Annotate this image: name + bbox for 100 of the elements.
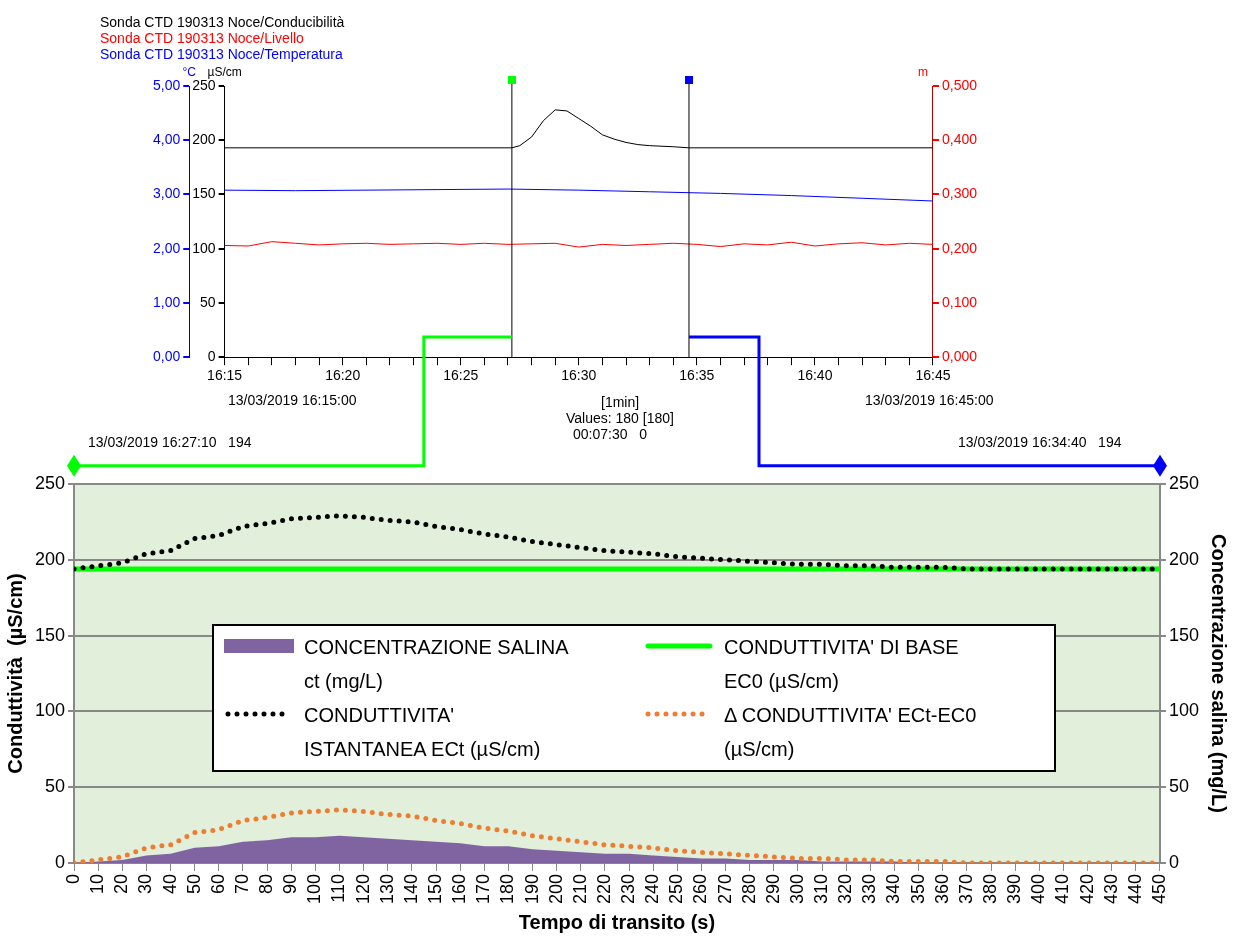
x-tick-label: 16:45 <box>915 367 951 384</box>
x-tick-label: 16:30 <box>561 367 597 384</box>
y3-axis-title: °C <box>182 65 197 79</box>
text: 13/03/2019 16:15:00 <box>228 392 357 408</box>
y3-tick-label: 3,00 <box>153 185 181 202</box>
legend-label: CONDUTTIVITA' ISTANTANEA ECt (µS/cm) <box>304 703 542 762</box>
text: 00:07:30 0 <box>573 426 647 442</box>
y2-tick-label: 150 <box>1168 624 1200 645</box>
y2-axis-title: Concentrazione salina (mg/L) <box>1208 534 1231 813</box>
y3-tick-label: 2,00 <box>153 239 181 256</box>
y2-tick-label: 0,200 <box>941 239 978 256</box>
x-axis-title: Tempo di transito (s) <box>518 910 716 933</box>
text: Sonda CTD 190313 Noce/Temperatura <box>100 46 344 62</box>
x-tick-label: 16:35 <box>679 367 715 384</box>
x-tick-label: 16:15 <box>207 367 243 384</box>
y2-tick-label: 0 <box>1168 851 1179 872</box>
x-tick-label: 360 <box>931 873 952 905</box>
x-tick-label: 0 <box>63 873 83 884</box>
y3-tick-label: 4,00 <box>153 131 181 148</box>
x-tick-label: 20 <box>111 873 132 894</box>
x-tick-label: 420 <box>1076 873 1097 905</box>
y2-axis-title: m <box>917 65 928 79</box>
text: Sonda CTD 190313 Noce/Conducibilità <box>100 14 345 30</box>
x-tick-label: 200 <box>545 873 566 905</box>
x-tick-label: 80 <box>256 873 277 894</box>
x-tick-label: 330 <box>859 873 880 905</box>
x-tick-label: 170 <box>473 873 494 905</box>
x-tick-label: 230 <box>618 873 639 905</box>
y-axis-title: µS/cm <box>207 65 242 79</box>
legend-label: Δ CONDUTTIVITA' ECt-EC0 (µS/cm) <box>724 703 978 762</box>
x-tick-label: 430 <box>1100 873 1121 905</box>
x-tick-label: 250 <box>666 873 687 905</box>
x-tick-label: 440 <box>1124 873 1145 905</box>
text: Values: 180 [180] <box>566 410 674 426</box>
x-tick-label: 300 <box>786 873 807 905</box>
y-tick-label: 50 <box>200 293 216 310</box>
x-tick-label: 240 <box>642 873 663 905</box>
y-tick-label: 0 <box>55 851 66 872</box>
y2-tick-label: 0,000 <box>941 348 978 365</box>
x-tick-label: 180 <box>497 873 518 905</box>
y2-tick-label: 0,300 <box>941 185 978 202</box>
text: 13/03/2019 16:34:40 194 <box>958 434 1122 450</box>
y-tick-label: 200 <box>34 548 66 569</box>
x-tick-label: 90 <box>280 873 301 894</box>
x-tick-label: 410 <box>1052 873 1073 905</box>
x-tick-label: 380 <box>980 873 1001 905</box>
text: Sonda CTD 190313 Noce/Livello <box>100 30 305 46</box>
x-tick-label: 160 <box>449 873 470 905</box>
y2-tick-label: 50 <box>1168 776 1189 797</box>
x-tick-label: 16:40 <box>797 367 833 384</box>
x-tick-label: 16:25 <box>443 367 479 384</box>
y-axis-title: Conduttività (µS/cm) <box>3 573 26 774</box>
y-tick-label: 50 <box>45 776 66 797</box>
x-tick-label: 260 <box>690 873 711 905</box>
text: [1min] <box>601 394 640 410</box>
x-tick-label: 150 <box>424 873 445 905</box>
x-tick-label: 70 <box>231 873 252 894</box>
y2-tick-label: 0,500 <box>941 76 978 93</box>
text: 13/03/2019 16:45:00 <box>865 392 994 408</box>
y-tick-label: 100 <box>34 700 66 721</box>
x-tick-label: 290 <box>762 873 783 905</box>
y-tick-label: 200 <box>192 131 216 148</box>
x-tick-label: 270 <box>714 873 735 905</box>
y2-tick-label: 0,100 <box>941 293 978 310</box>
x-tick-label: 100 <box>304 873 325 905</box>
x-tick-label: 320 <box>835 873 856 905</box>
x-tick-label: 220 <box>593 873 614 905</box>
x-tick-label: 400 <box>1028 873 1049 905</box>
y2-tick-label: 200 <box>1168 548 1200 569</box>
x-tick-label: 310 <box>811 873 832 905</box>
x-tick-label: 10 <box>87 873 108 894</box>
y-tick-label: 150 <box>192 185 216 202</box>
x-tick-label: 130 <box>376 873 397 905</box>
x-tick-label: 60 <box>207 873 228 894</box>
x-tick-label: 350 <box>907 873 928 905</box>
y-tick-label: 150 <box>34 624 66 645</box>
x-tick-label: 140 <box>400 873 421 905</box>
y2-tick-label: 100 <box>1168 700 1200 721</box>
x-tick-label: 450 <box>1148 873 1169 905</box>
x-tick-label: 16:20 <box>325 367 361 384</box>
x-tick-label: 190 <box>521 873 542 905</box>
x-tick-label: 210 <box>569 873 590 905</box>
x-tick-label: 120 <box>352 873 373 905</box>
x-tick-label: 370 <box>955 873 976 905</box>
y3-tick-label: 5,00 <box>153 76 181 93</box>
y3-tick-label: 0,00 <box>153 348 181 365</box>
text: 13/03/2019 16:27:10 194 <box>88 434 252 450</box>
x-tick-label: 340 <box>883 873 904 905</box>
y-tick-label: 0 <box>207 348 216 365</box>
x-tick-label: 390 <box>1004 873 1025 905</box>
y-tick-label: 250 <box>34 472 66 493</box>
y2-tick-label: 250 <box>1168 472 1200 493</box>
legend-label: CONDUTTIVITA' DI BASE EC0 (µS/cm) <box>724 635 960 694</box>
y-tick-label: 100 <box>192 239 216 256</box>
y2-tick-label: 0,400 <box>941 131 978 148</box>
legend-label: CONCENTRAZIONE SALINA ct (mg/L) <box>304 635 569 694</box>
y3-tick-label: 1,00 <box>153 293 181 310</box>
x-tick-label: 110 <box>328 873 349 903</box>
x-tick-label: 280 <box>738 873 759 905</box>
x-tick-label: 30 <box>135 873 156 894</box>
